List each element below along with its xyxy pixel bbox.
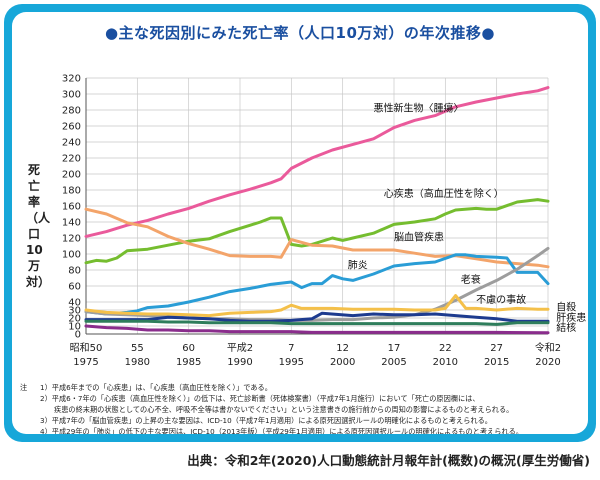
- y-tick-label: 40: [68, 298, 81, 309]
- y-tick-label: 20: [68, 314, 81, 325]
- x-tick-label-year: 2005: [381, 357, 406, 368]
- x-tick-label-era: 令和2: [535, 341, 561, 354]
- x-tick-label-era: 22: [439, 343, 452, 354]
- x-tick-label-year: 2000: [330, 357, 355, 368]
- notes-heading: 注: [20, 383, 28, 392]
- y-tick-label: 10: [68, 322, 81, 333]
- x-tick-label-year: 2015: [484, 357, 509, 368]
- x-tick-label-era: 55: [131, 343, 144, 354]
- y-tick-label: 200: [62, 170, 81, 181]
- x-tick-label-era: 17: [388, 343, 401, 354]
- series-label-1: 悪性新生物〈腫瘍〉: [373, 102, 463, 115]
- series-line-1: [84, 86, 550, 238]
- y-tick-label: 0: [75, 330, 81, 341]
- series-label-3: 脳血管疾患: [394, 230, 444, 243]
- series-line-8: [84, 319, 550, 326]
- x-tick-label-year: 1990: [227, 357, 252, 368]
- x-tick-label-era: 60: [182, 343, 195, 354]
- x-tick-label-era: 7: [288, 343, 294, 354]
- series-label-8: 肝疾患: [556, 311, 586, 324]
- x-tick-label-era: 27: [490, 343, 503, 354]
- chart-frame: ●主な死因別にみた死亡率（人口10万対）の年次推移● 死亡率（人口10万対） 0…: [4, 4, 596, 442]
- x-tick-label-era: 12: [336, 343, 349, 354]
- chart-panel: ●主な死因別にみた死亡率（人口10万対）の年次推移● 死亡率（人口10万対） 0…: [12, 12, 588, 434]
- y-tick-label: 280: [62, 106, 81, 117]
- series-label-2: 心疾患（高血圧性を除く）: [384, 187, 504, 200]
- y-tick-label: 320: [62, 74, 81, 85]
- y-tick-label: 160: [62, 202, 81, 213]
- x-tick-label-era: 昭和50: [70, 342, 103, 354]
- y-tick-label: 180: [62, 186, 81, 197]
- x-tick-label-year: 2010: [433, 357, 458, 368]
- series-line-6: [84, 294, 550, 318]
- y-tick-label: 260: [62, 122, 81, 133]
- y-axis-label: 死亡率（人口10万対）: [26, 163, 51, 289]
- x-tick-label-year: 1985: [176, 357, 201, 368]
- y-tick-label: 60: [68, 282, 81, 293]
- x-tick-label-year: 2020: [535, 357, 560, 368]
- series-line-4: [84, 253, 550, 316]
- note-2: 2）平成6・7年の「心疾患（高血圧性を除く）」の低下は、死亡診断書（死体検案書）…: [40, 394, 480, 403]
- y-tick-label: 300: [62, 90, 81, 101]
- y-tick-label: 30: [68, 306, 81, 317]
- chart-title: ●主な死因別にみた死亡率（人口10万対）の年次推移●: [104, 24, 496, 42]
- y-tick-label: 140: [62, 218, 81, 229]
- series-label-7: 自殺: [556, 300, 576, 313]
- series-label-9: 結核: [556, 321, 576, 334]
- x-tick-label-era: 平成2: [227, 342, 253, 354]
- y-tick-label: 80: [68, 266, 81, 277]
- x-tick-label-year: 1980: [125, 357, 150, 368]
- series-line-3: [84, 207, 550, 269]
- series-line-7: [84, 311, 550, 323]
- series-label-5: 老衰: [461, 273, 481, 286]
- source-credit: 出典：令和2年(2020)人口動態統計月報年計(概数)の概況(厚生労働省): [187, 453, 590, 468]
- series-label-6: 不慮の事故: [476, 293, 526, 306]
- y-tick-label: 240: [62, 138, 81, 149]
- x-tick-label-year: 1995: [279, 357, 304, 368]
- x-tick-label-year: 1975: [73, 357, 98, 368]
- series-label-4: 肺炎: [348, 259, 368, 271]
- y-tick-label: 120: [62, 234, 81, 245]
- series-line-9: [84, 324, 550, 335]
- y-tick-label: 220: [62, 154, 81, 165]
- notes-list: 1）平成6年までの「心疾患」は、「心疾患（高血圧性を除く）」である。 2）平成6…: [40, 382, 588, 434]
- note-2-continued: 疾患の終末期の状態としての心不全、呼吸不全等は書かないでください」という注意書き…: [54, 405, 514, 414]
- note-3: 3）平成7年の「脳血管疾患」の上昇の主な要因は、ICD-10（平成7年1月適用）…: [40, 416, 492, 425]
- note-4: 4）平成29年の「肺炎」の低下の主な要因は、ICD-10（2013年版）（平成2…: [40, 427, 523, 434]
- note-1: 1）平成6年までの「心疾患」は、「心疾患（高血圧性を除く）」である。: [40, 383, 272, 392]
- y-tick-label: 100: [62, 250, 81, 261]
